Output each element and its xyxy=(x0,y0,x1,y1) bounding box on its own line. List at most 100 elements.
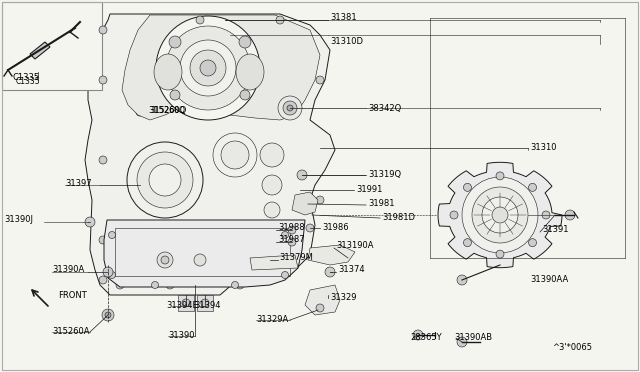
Circle shape xyxy=(282,231,289,238)
Text: 31397: 31397 xyxy=(65,179,92,187)
Polygon shape xyxy=(104,220,305,287)
Polygon shape xyxy=(305,285,340,315)
Circle shape xyxy=(196,16,204,24)
Text: 31390A: 31390A xyxy=(52,266,84,275)
Circle shape xyxy=(463,183,472,191)
Circle shape xyxy=(190,50,226,86)
Text: 31390J: 31390J xyxy=(4,215,33,224)
Text: 31390: 31390 xyxy=(168,331,195,340)
Circle shape xyxy=(496,172,504,180)
Polygon shape xyxy=(438,162,562,268)
Circle shape xyxy=(288,226,296,234)
Circle shape xyxy=(169,36,181,48)
Circle shape xyxy=(457,275,467,285)
Circle shape xyxy=(109,231,115,238)
Circle shape xyxy=(283,101,297,115)
Circle shape xyxy=(99,156,107,164)
Circle shape xyxy=(262,175,282,195)
Circle shape xyxy=(137,152,193,208)
Circle shape xyxy=(166,281,174,289)
Circle shape xyxy=(103,267,113,277)
Text: 31986: 31986 xyxy=(322,224,349,232)
Circle shape xyxy=(463,239,472,247)
Circle shape xyxy=(529,239,536,247)
Circle shape xyxy=(156,16,260,120)
Text: 28365Y: 28365Y xyxy=(410,333,442,341)
Circle shape xyxy=(127,142,203,218)
Text: 31374: 31374 xyxy=(338,266,365,275)
Text: 31390AA: 31390AA xyxy=(530,275,568,283)
Circle shape xyxy=(182,299,190,307)
Circle shape xyxy=(116,281,124,289)
Bar xyxy=(178,295,194,311)
Circle shape xyxy=(99,76,107,84)
Text: FRONT: FRONT xyxy=(58,292,87,301)
Circle shape xyxy=(99,276,107,284)
Text: 315260Q: 315260Q xyxy=(148,106,186,115)
Text: 31988: 31988 xyxy=(278,224,305,232)
Circle shape xyxy=(457,337,467,347)
Text: 31981: 31981 xyxy=(368,199,394,208)
Circle shape xyxy=(287,105,293,111)
Circle shape xyxy=(99,26,107,34)
Polygon shape xyxy=(308,245,355,265)
Text: 315260A: 315260A xyxy=(52,327,90,336)
Circle shape xyxy=(462,177,538,253)
Circle shape xyxy=(166,26,250,110)
Circle shape xyxy=(232,282,239,289)
Text: C1335: C1335 xyxy=(12,74,40,83)
Ellipse shape xyxy=(154,54,182,90)
Circle shape xyxy=(316,196,324,204)
Circle shape xyxy=(149,164,181,196)
Polygon shape xyxy=(292,192,318,215)
Polygon shape xyxy=(30,42,50,59)
Circle shape xyxy=(306,224,314,232)
Text: 31390AB: 31390AB xyxy=(454,333,492,341)
Text: 31381: 31381 xyxy=(330,13,356,22)
Bar xyxy=(197,295,213,311)
Bar xyxy=(115,228,290,276)
Polygon shape xyxy=(250,255,298,270)
Ellipse shape xyxy=(236,54,264,90)
Circle shape xyxy=(180,40,236,96)
Bar xyxy=(2,2,102,90)
Circle shape xyxy=(472,187,528,243)
Circle shape xyxy=(136,108,144,116)
Text: 315260Q: 315260Q xyxy=(150,106,185,115)
Circle shape xyxy=(288,238,296,246)
Text: C1335: C1335 xyxy=(16,77,40,87)
Circle shape xyxy=(278,96,302,120)
Circle shape xyxy=(496,250,504,258)
Text: 31987: 31987 xyxy=(278,235,305,244)
Circle shape xyxy=(286,266,294,274)
Circle shape xyxy=(316,304,324,312)
Circle shape xyxy=(297,170,307,180)
Circle shape xyxy=(260,143,284,167)
Circle shape xyxy=(264,202,280,218)
Circle shape xyxy=(109,272,115,279)
Circle shape xyxy=(482,197,518,233)
Circle shape xyxy=(157,252,173,268)
Circle shape xyxy=(194,254,206,266)
Text: 38342Q: 38342Q xyxy=(368,103,401,112)
Text: 31391: 31391 xyxy=(542,225,568,234)
Circle shape xyxy=(325,267,335,277)
Text: ^3'*0065: ^3'*0065 xyxy=(552,343,592,353)
Text: 313190A: 313190A xyxy=(336,241,374,250)
Circle shape xyxy=(316,76,324,84)
Circle shape xyxy=(161,256,169,264)
Text: 31319Q: 31319Q xyxy=(368,170,401,180)
Circle shape xyxy=(529,183,536,191)
Circle shape xyxy=(85,217,95,227)
Text: 31310D: 31310D xyxy=(330,38,363,46)
Circle shape xyxy=(221,141,249,169)
Circle shape xyxy=(152,282,159,289)
Circle shape xyxy=(450,211,458,219)
Circle shape xyxy=(236,281,244,289)
Circle shape xyxy=(102,309,114,321)
Text: 31329A: 31329A xyxy=(256,314,288,324)
Circle shape xyxy=(99,236,107,244)
Text: 31394: 31394 xyxy=(194,301,221,311)
Circle shape xyxy=(170,90,180,100)
Circle shape xyxy=(565,210,575,220)
